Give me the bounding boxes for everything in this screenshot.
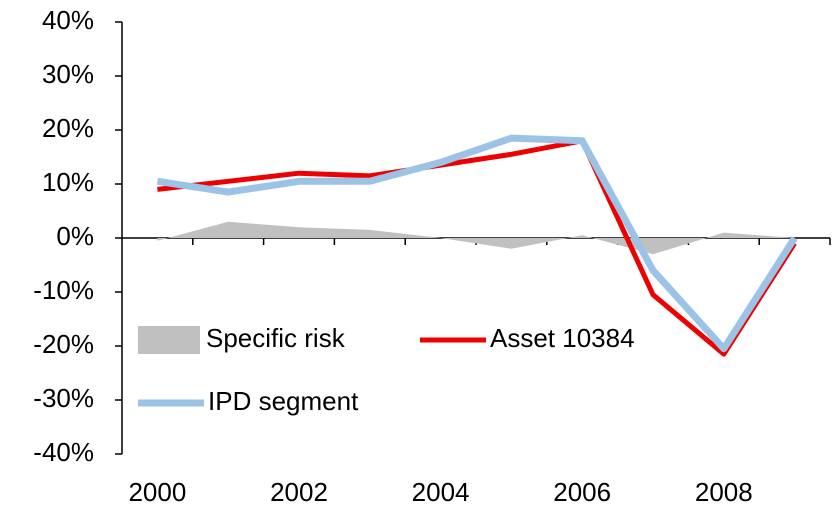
- legend-swatch: [138, 326, 200, 354]
- x-tick-label: 2006: [553, 477, 611, 507]
- y-tick-label: 40%: [42, 5, 94, 35]
- area: [157, 221, 795, 255]
- x-tick-label: 2004: [412, 477, 470, 507]
- y-tick-label: -10%: [33, 275, 94, 305]
- line: [157, 138, 797, 357]
- x-tick-label: 2002: [270, 477, 328, 507]
- y-tick-label: -40%: [33, 437, 94, 467]
- x-tick-label: 2008: [695, 477, 753, 507]
- y-tick-label: 0%: [56, 221, 94, 251]
- legend-label: Asset 10384: [490, 323, 635, 353]
- legend-label: IPD segment: [208, 386, 359, 416]
- y-tick-label: 20%: [42, 113, 94, 143]
- y-tick-label: 10%: [42, 167, 94, 197]
- line: [156, 134, 798, 353]
- y-tick-label: 30%: [42, 59, 94, 89]
- y-tick-label: -20%: [33, 329, 94, 359]
- x-tick-label: 2000: [128, 477, 186, 507]
- y-tick-label: -30%: [33, 383, 94, 413]
- legend-label: Specific risk: [206, 323, 346, 353]
